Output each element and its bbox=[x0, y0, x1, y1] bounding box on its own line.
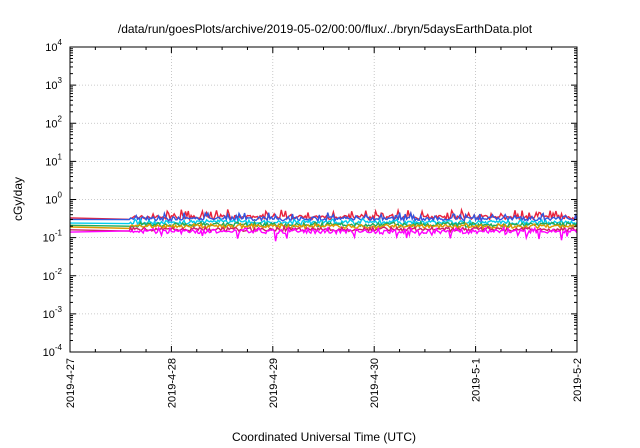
x-tick-label: 2019-4-28 bbox=[166, 358, 178, 408]
x-axis-ticks: 2019-4-27 2019-4-28 2019-4-29 2019-4-30 2019… bbox=[65, 47, 584, 408]
grid-lines bbox=[70, 47, 577, 352]
y-tick-label: 101 bbox=[45, 152, 62, 168]
y-tick-label: 104 bbox=[45, 38, 62, 54]
series-line bbox=[70, 225, 578, 242]
x-tick-label: 2019-5-2 bbox=[572, 358, 584, 402]
series-line bbox=[70, 207, 578, 222]
y-tick-label: 10-4 bbox=[43, 343, 63, 359]
x-axis-label: Coordinated Universal Time (UTC) bbox=[232, 430, 416, 444]
data-series bbox=[70, 207, 578, 242]
plot-frame bbox=[69, 46, 578, 353]
x-tick-label: 2019-4-30 bbox=[369, 358, 381, 408]
y-tick-label: 10-1 bbox=[43, 229, 63, 245]
series-line bbox=[70, 222, 578, 231]
y-axis-ticks: 10-4 10-3 10-2 10-1 100 101 102 103 104 bbox=[43, 38, 577, 359]
series-line bbox=[70, 219, 578, 230]
x-tick-label: 2019-4-27 bbox=[65, 358, 77, 408]
x-tick-label: 2019-5-1 bbox=[471, 358, 483, 402]
chart-title: /data/run/goesPlots/archive/2019-05-02/0… bbox=[118, 22, 533, 36]
y-tick-label: 10-3 bbox=[43, 305, 63, 321]
y-tick-label: 10-2 bbox=[43, 267, 63, 283]
series-line bbox=[70, 210, 578, 224]
x-tick-label: 2019-4-29 bbox=[268, 358, 280, 408]
y-tick-label: 100 bbox=[45, 191, 62, 207]
y-axis-label: cGy/day bbox=[11, 177, 25, 221]
y-tick-label: 102 bbox=[45, 114, 62, 130]
y-tick-label: 103 bbox=[45, 76, 62, 92]
series-line bbox=[70, 217, 578, 227]
